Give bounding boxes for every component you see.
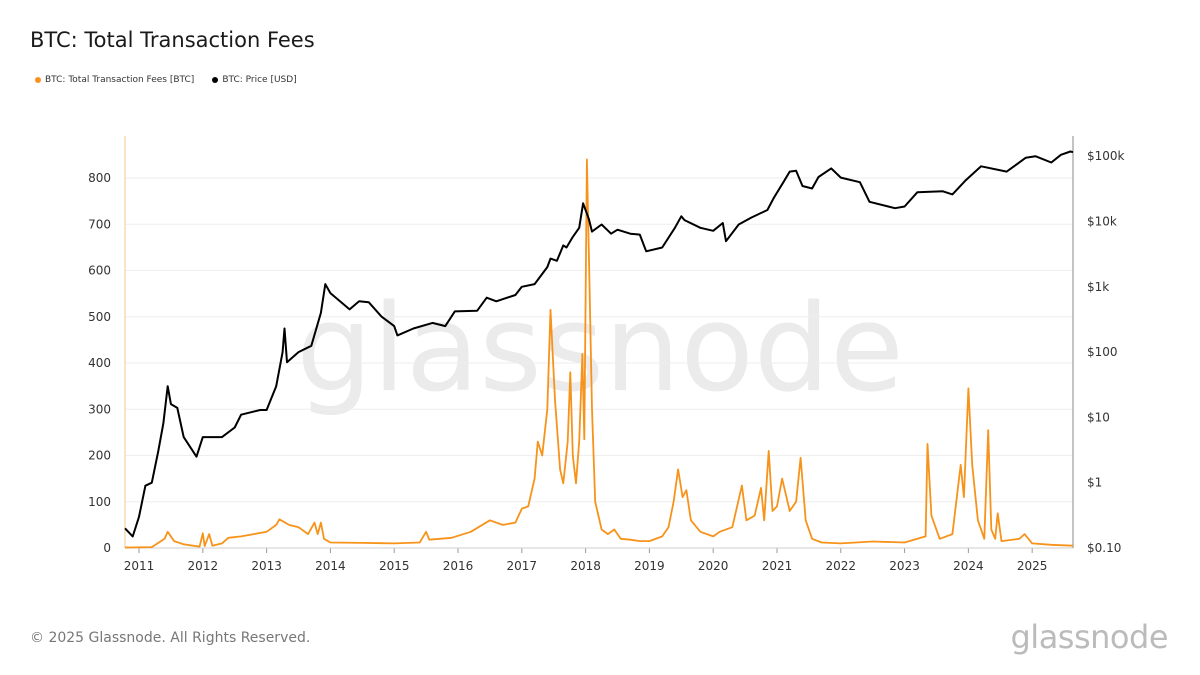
x-tick-label: 2015 <box>379 559 410 573</box>
legend-label-price: BTC: Price [USD] <box>222 75 297 85</box>
x-tick-label: 2020 <box>698 559 729 573</box>
x-tick-label: 2012 <box>188 559 219 573</box>
y-right-tick-label: $100 <box>1087 345 1118 359</box>
x-tick-label: 2021 <box>762 559 793 573</box>
y-left-tick-label: 300 <box>88 402 111 416</box>
x-tick-label: 2025 <box>1017 559 1048 573</box>
x-tick-label: 2018 <box>570 559 601 573</box>
y-right-tick-label: $10 <box>1087 410 1110 424</box>
y-left-tick-label: 400 <box>88 356 111 370</box>
x-tick-label: 2017 <box>507 559 538 573</box>
legend: BTC: Total Transaction Fees [BTC] BTC: P… <box>35 75 297 85</box>
y-left-tick-label: 500 <box>88 310 111 324</box>
chart-title: BTC: Total Transaction Fees <box>30 28 315 52</box>
y-right-tick-label: $0.10 <box>1087 541 1121 555</box>
watermark: glassnode <box>296 280 904 419</box>
y-right-tick-label: $1 <box>1087 476 1102 490</box>
legend-label-fees: BTC: Total Transaction Fees [BTC] <box>45 75 195 85</box>
copyright: © 2025 Glassnode. All Rights Reserved. <box>30 630 311 646</box>
y-right-tick-label: $100k <box>1087 149 1125 163</box>
x-tick-label: 2019 <box>634 559 665 573</box>
legend-dot-price <box>212 77 219 83</box>
y-left-tick-label: 0 <box>103 541 111 555</box>
y-right-tick-label: $10k <box>1087 215 1117 229</box>
y-left-tick-label: 800 <box>88 171 111 185</box>
y-left-tick-label: 100 <box>88 495 111 509</box>
y-left-tick-label: 600 <box>88 264 111 278</box>
legend-dot-fees <box>35 77 41 83</box>
x-tick-label: 2014 <box>315 559 346 573</box>
x-tick-label: 2022 <box>826 559 857 573</box>
x-tick-label: 2023 <box>889 559 920 573</box>
y-left-tick-label: 700 <box>88 217 111 231</box>
fees-line <box>124 158 1074 549</box>
x-tick-label: 2013 <box>251 559 282 573</box>
x-tick-label: 2011 <box>124 559 155 573</box>
price-line <box>124 150 1074 538</box>
x-tick-label: 2016 <box>443 559 474 573</box>
y-right-tick-label: $1k <box>1087 280 1109 294</box>
y-left-tick-label: 200 <box>88 449 111 463</box>
glassnode-logo: glassnode <box>1010 618 1168 656</box>
x-tick-label: 2024 <box>953 559 984 573</box>
legend-item-fees[interactable]: BTC: Total Transaction Fees [BTC] <box>35 75 194 85</box>
legend-item-price[interactable]: BTC: Price [USD] <box>212 75 297 85</box>
